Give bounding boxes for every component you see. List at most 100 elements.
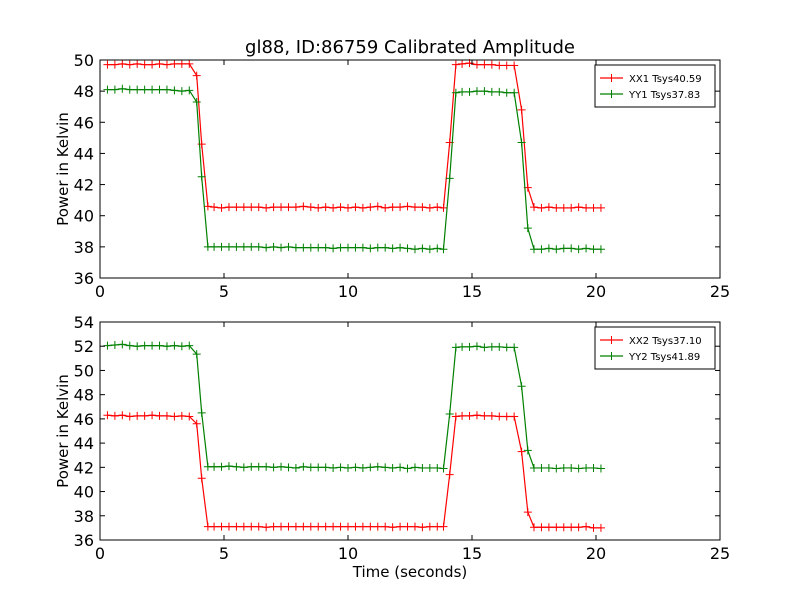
data-point	[388, 203, 397, 212]
legend-label: XX2 Tsys37.10	[629, 336, 702, 347]
y-tick-label: 46	[74, 410, 94, 429]
data-point	[133, 59, 142, 68]
data-point	[148, 341, 157, 350]
y-axis-label: Power in Kelvin	[54, 112, 72, 226]
data-point	[133, 411, 142, 420]
data-point	[351, 522, 360, 531]
data-point	[567, 463, 576, 472]
data-point	[170, 59, 179, 68]
data-point	[162, 85, 171, 94]
data-point	[299, 202, 308, 211]
data-point	[291, 522, 300, 531]
data-point	[351, 203, 360, 212]
data-point	[445, 174, 454, 183]
data-point	[314, 203, 323, 212]
data-point	[232, 203, 241, 212]
data-point	[523, 446, 532, 455]
y-tick-label: 50	[74, 361, 94, 380]
data-point	[269, 242, 278, 251]
data-point	[373, 522, 382, 531]
data-point	[306, 522, 315, 531]
data-point	[567, 244, 576, 253]
panel-1: 0 5 10 15 20 25 36 38 40 42 44 46 48 50 Power in Kelvi…	[54, 51, 730, 301]
data-point	[589, 463, 598, 472]
data-point	[210, 462, 219, 471]
data-point	[110, 60, 119, 69]
data-point	[458, 411, 467, 420]
legend-label: YY2 Tsys41.89	[628, 352, 700, 363]
data-point	[439, 203, 448, 212]
data-point	[344, 522, 352, 531]
data-point	[589, 203, 598, 212]
x-tick-label: 5	[219, 544, 229, 563]
data-point	[262, 243, 271, 252]
data-point	[582, 244, 591, 253]
data-point	[445, 410, 454, 419]
data-point	[299, 462, 308, 471]
data-point	[177, 87, 186, 96]
legend-marker	[607, 336, 616, 344]
data-point	[403, 464, 412, 473]
data-point	[210, 203, 219, 212]
y-axis-label: Power in Kelvin	[54, 374, 72, 488]
data-point	[537, 523, 546, 532]
axes-frame	[99, 321, 721, 541]
data-point	[299, 243, 308, 252]
data-point	[465, 342, 474, 351]
data-point	[162, 342, 171, 351]
figure-title: gl88, ID:86759 Calibrated Amplitude	[245, 37, 575, 58]
data-point	[544, 244, 553, 253]
data-point	[110, 411, 119, 420]
data-point	[162, 60, 171, 69]
legend-box	[594, 64, 716, 108]
data-point	[451, 60, 460, 69]
data-point	[451, 343, 460, 352]
data-point	[495, 342, 504, 351]
data-point	[262, 203, 271, 212]
data-point	[351, 243, 360, 252]
legend-marker	[607, 74, 616, 82]
data-point	[517, 382, 526, 391]
data-point	[425, 203, 434, 212]
x-tick-label: 15	[462, 282, 482, 301]
y-tick-label: 54	[74, 313, 94, 332]
data-point	[418, 244, 427, 253]
data-point	[110, 341, 119, 350]
data-point	[192, 98, 201, 107]
data-point	[336, 243, 345, 252]
data-point	[425, 463, 434, 472]
data-point	[472, 411, 481, 420]
data-point	[439, 522, 448, 531]
data-point	[155, 59, 164, 68]
data-point	[403, 244, 412, 253]
data-point	[373, 202, 382, 211]
data-point	[373, 462, 382, 471]
data-point	[148, 411, 157, 420]
data-point	[239, 242, 248, 251]
data-point	[567, 203, 576, 212]
data-point	[125, 85, 134, 94]
data-point	[596, 523, 605, 532]
data-point	[140, 60, 149, 69]
data-point	[277, 462, 286, 471]
data-point	[232, 462, 241, 471]
data-point	[559, 463, 568, 472]
data-point	[177, 59, 186, 68]
data-point	[439, 245, 448, 254]
x-tick-label: 0	[95, 282, 105, 301]
y-tick-label: 42	[74, 176, 94, 195]
data-point	[284, 463, 293, 472]
data-point	[344, 243, 352, 252]
data-point	[239, 463, 248, 472]
data-point	[410, 203, 419, 212]
data-point	[170, 86, 179, 95]
data-point	[530, 245, 538, 254]
data-point	[451, 412, 460, 421]
data-point	[185, 86, 194, 95]
data-point	[277, 203, 286, 212]
y-tick-label: 52	[74, 337, 94, 356]
data-point	[177, 342, 186, 351]
data-point	[197, 408, 206, 417]
data-point	[537, 245, 546, 254]
y-tick-label: 42	[74, 458, 94, 477]
